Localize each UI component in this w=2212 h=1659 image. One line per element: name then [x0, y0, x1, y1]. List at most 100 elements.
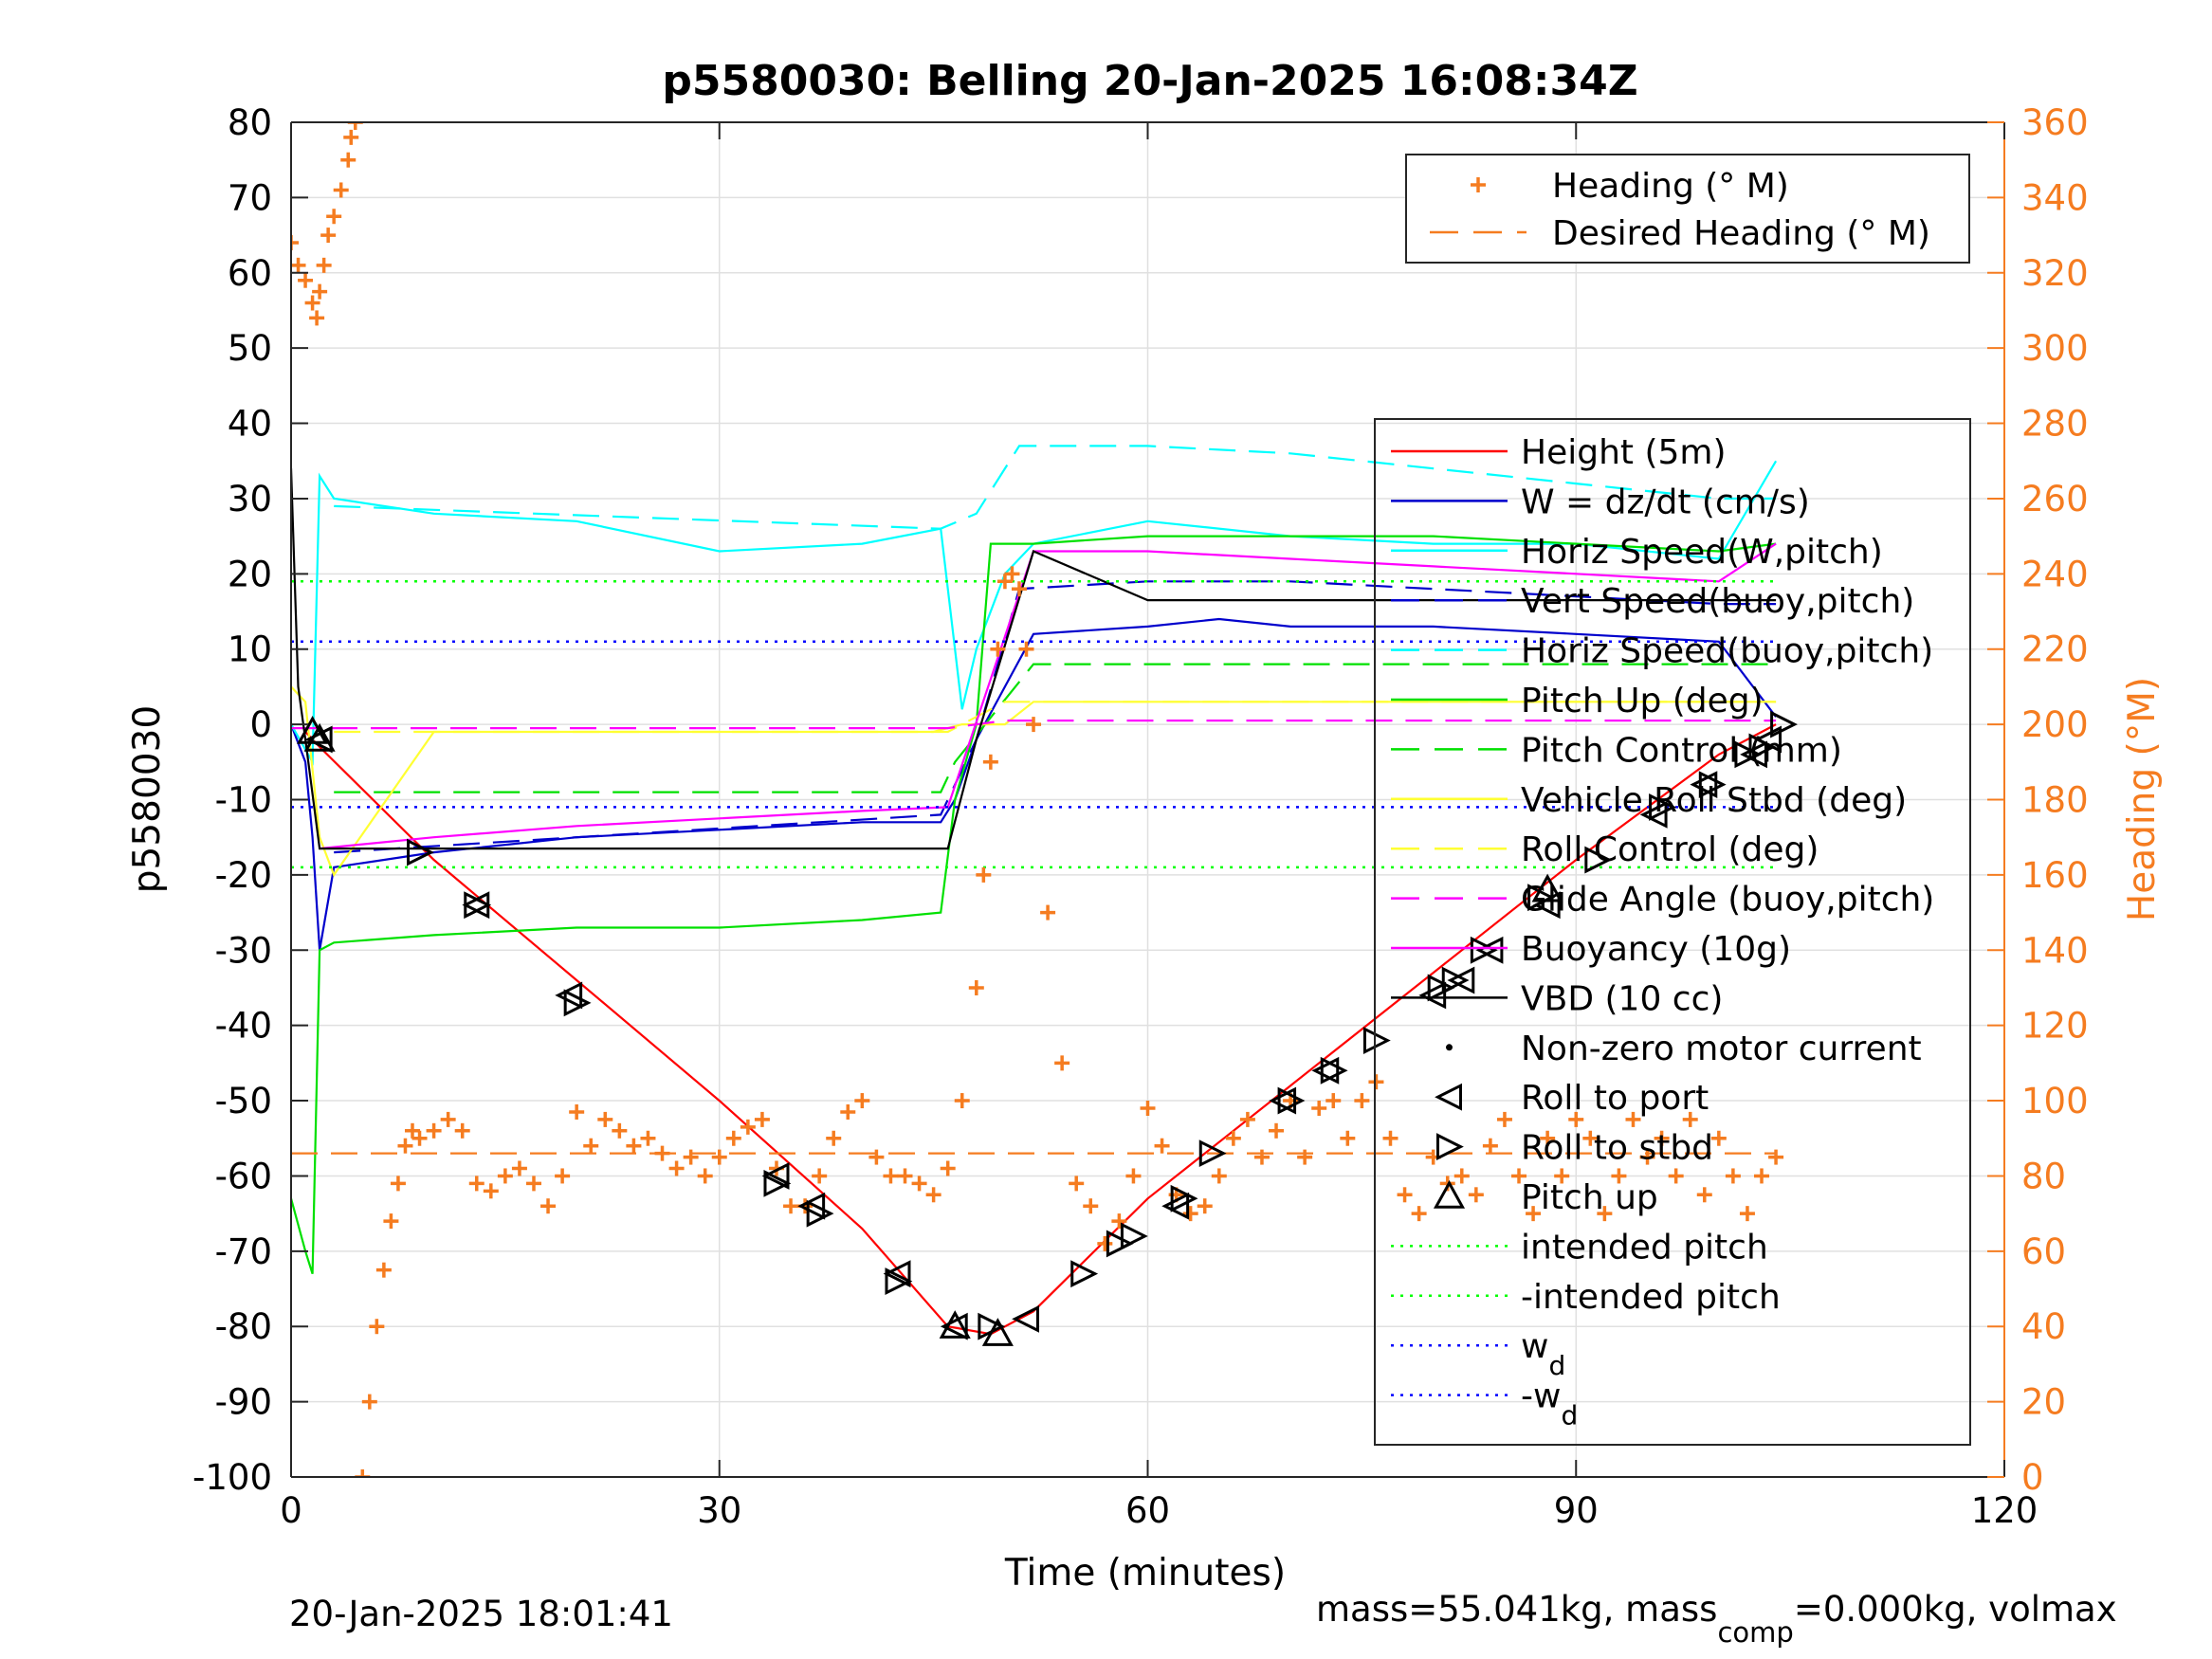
pitch-up-marker — [297, 715, 329, 744]
heading-point — [1554, 1168, 1570, 1184]
heading-point — [304, 295, 320, 311]
heading-point — [291, 257, 306, 273]
series-horiz-speed-buoy-pitch — [334, 445, 1777, 530]
heading-point — [320, 228, 337, 244]
heading-point — [1654, 1130, 1670, 1146]
heading-point — [440, 1111, 456, 1127]
legend-swatch-roll-to-port — [1435, 1083, 1462, 1111]
series-pitch-control-mm — [334, 663, 1777, 793]
x-tick-label-60: 60 — [1125, 1490, 1170, 1531]
roll-stbd-marker — [1277, 1086, 1306, 1115]
heading-point — [397, 1138, 413, 1154]
roll-stbd-marker — [1470, 936, 1498, 964]
heading-point — [340, 152, 356, 168]
roll-stbd-marker — [1649, 793, 1676, 821]
heading-point — [1083, 1198, 1099, 1214]
legend-label-roll-to-port: Roll to port — [1521, 1079, 1709, 1118]
heading-point — [1018, 641, 1034, 657]
roll-port-marker — [797, 1192, 826, 1220]
heading-point — [1639, 1149, 1655, 1165]
footer-timestamp: 20-Jan-2025 18:01:41 — [289, 1594, 673, 1634]
heading-point — [312, 283, 328, 300]
heading-point — [968, 979, 984, 995]
footer-mass-sub: comp — [1717, 1616, 1793, 1649]
pitch-up-marker — [981, 1318, 1014, 1346]
y2-axis-label: Heading (°M) — [2121, 677, 2164, 921]
heading-point — [925, 1187, 941, 1203]
heading-point — [897, 1168, 913, 1184]
heading-point — [1354, 1093, 1370, 1109]
heading-point — [868, 1149, 885, 1165]
heading-point — [990, 641, 1006, 657]
heading-point — [1668, 1168, 1684, 1184]
y2-tick-label-360: 360 — [2021, 102, 2089, 143]
roll-stbd-marker — [464, 891, 492, 920]
legend-label-intended-pitch: -intended pitch — [1521, 1278, 1781, 1317]
legend-label-roll-control-deg: Roll Control (deg) — [1521, 830, 1819, 869]
y2-tick-label-220: 220 — [2021, 629, 2089, 670]
heading-point — [1482, 1138, 1498, 1154]
heading-point — [740, 1119, 756, 1135]
heading-point — [1768, 1149, 1784, 1165]
heading-point — [1111, 1213, 1127, 1230]
roll-port-marker — [1161, 1192, 1190, 1220]
heading-point — [1325, 1093, 1342, 1109]
legend-label-roll-to-stbd: Roll to stbd — [1521, 1129, 1713, 1168]
heading-point — [1368, 1074, 1384, 1090]
roll-port-marker — [761, 1162, 790, 1190]
y2-tick-label-140: 140 — [2021, 930, 2089, 971]
y2-tick-label-260: 260 — [2021, 479, 2089, 520]
heading-point — [511, 1160, 527, 1176]
y2-tick-label-120: 120 — [2021, 1006, 2089, 1047]
heading-point — [1597, 1206, 1613, 1222]
y-tick-label-30: 30 — [228, 479, 272, 520]
x-tick-label-0: 0 — [280, 1490, 302, 1531]
heading-point — [390, 1176, 406, 1192]
heading-point — [1739, 1206, 1755, 1222]
series-roll-control-deg — [334, 701, 1777, 734]
legend-label-wd: -wd — [1521, 1377, 1578, 1431]
roll-port-marker — [1639, 800, 1668, 829]
heading-point — [668, 1160, 685, 1176]
heading-point — [497, 1168, 513, 1184]
y-tick-label--80: -80 — [215, 1306, 272, 1347]
roll-stbd-marker — [1106, 1230, 1134, 1258]
heading-point — [996, 574, 1013, 590]
heading-point — [1526, 1206, 1542, 1222]
series-layer — [291, 445, 1778, 1336]
heading-point — [540, 1198, 557, 1214]
legend-label-horiz-speed-buoy-pitch: Horiz Speed(buoy,pitch) — [1521, 632, 1933, 671]
legend-swatch-non-zero-motor-current — [1446, 1044, 1453, 1051]
heading-point — [1397, 1187, 1413, 1203]
heading-point — [1340, 1130, 1356, 1146]
x-tick-label-30: 30 — [697, 1490, 741, 1531]
heading-point — [612, 1122, 628, 1139]
heading-point — [854, 1093, 870, 1109]
y2-tick-label-100: 100 — [2021, 1081, 2089, 1121]
heading-point — [1453, 1168, 1470, 1184]
heading-point — [1725, 1168, 1741, 1184]
roll-port-marker — [1269, 1086, 1297, 1115]
heading-point — [1097, 1235, 1113, 1251]
heading-point — [1239, 1111, 1255, 1127]
pitch-up-marker — [1531, 873, 1563, 902]
heading-point — [1625, 1111, 1641, 1127]
heading-point — [361, 1394, 377, 1410]
roll-stbd-marker — [1770, 710, 1798, 738]
y2-tick-label-280: 280 — [2021, 404, 2089, 445]
heading-point — [1468, 1187, 1484, 1203]
roll-port-marker — [1311, 1056, 1340, 1085]
heading-point — [640, 1130, 656, 1146]
heading-point — [383, 1213, 399, 1230]
y2-tick-label-320: 320 — [2021, 253, 2089, 294]
roll-stbd-marker — [1362, 1027, 1391, 1054]
legend-label-height-5m: Height (5m) — [1521, 433, 1727, 472]
legend-main-box — [1374, 418, 1971, 1446]
heading-point — [1511, 1168, 1527, 1184]
roll-stbd-marker — [1427, 974, 1455, 1002]
y2-tick-label-300: 300 — [2021, 328, 2089, 369]
heading-point — [298, 272, 314, 288]
heading-point — [826, 1130, 842, 1146]
y-tick-label-80: 80 — [228, 102, 272, 143]
